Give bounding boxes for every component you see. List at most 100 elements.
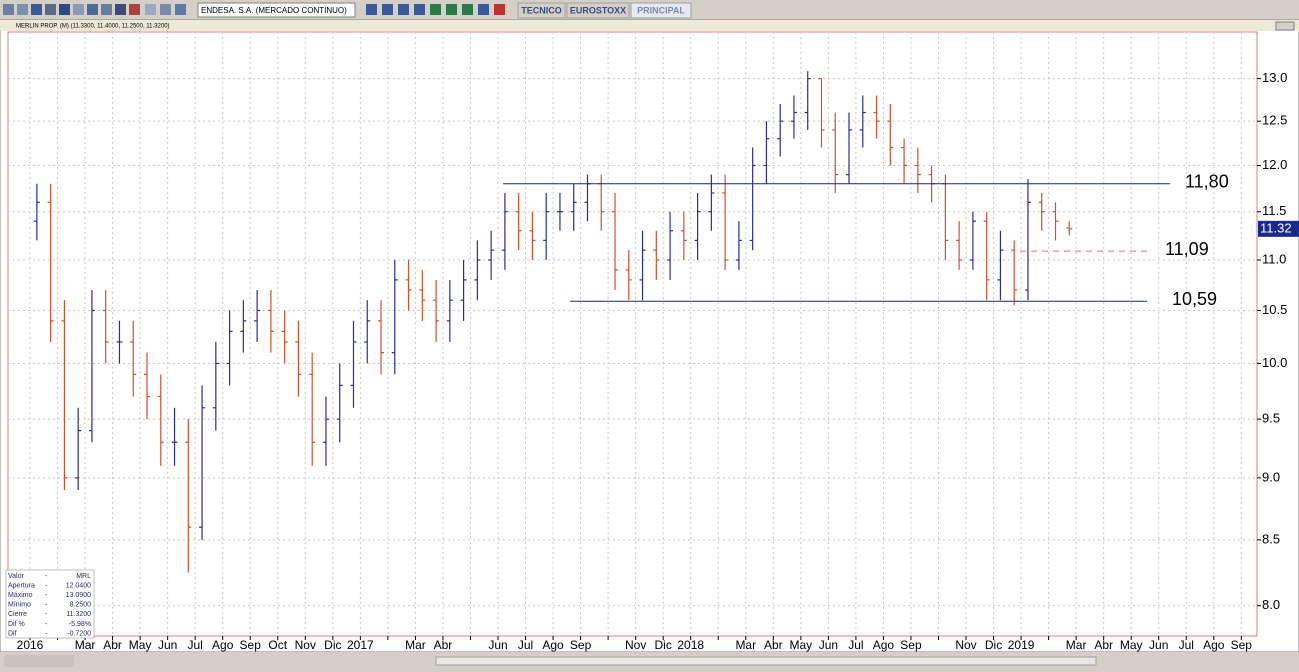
x-tick-label: Nov	[295, 638, 316, 652]
icon[interactable]	[17, 4, 28, 15]
chart-title: MERLIN PROP. (M) (11.3300, 11.4000, 11.2…	[16, 24, 170, 30]
info-rows: Valor - MRL Apertura - 12.0400 Máximo - 13.0900 M…	[8, 573, 91, 638]
level-label: 11,80	[1185, 171, 1229, 191]
x-tick-label: Jun	[819, 638, 838, 652]
info-sep: -	[45, 582, 48, 589]
y-tick-label: 8.0	[1262, 597, 1280, 612]
info-box	[5, 569, 95, 639]
x-tick-label: Dic	[655, 638, 672, 652]
nav-buttons[interactable]	[4, 655, 74, 667]
tab-label: EUROSTOXX	[570, 5, 626, 15]
info-sep: -	[45, 592, 48, 599]
icon[interactable]	[101, 4, 112, 15]
icon[interactable]	[366, 4, 377, 15]
x-tick-label: 2018	[677, 638, 704, 652]
x-tick-label: Mar	[75, 638, 96, 652]
x-tick-label: Nov	[955, 638, 976, 652]
x-tick-label: Nov	[625, 638, 646, 652]
instrument-select[interactable]	[197, 2, 356, 18]
info-value: MRL	[76, 573, 91, 580]
x-tick-label: Jul	[188, 638, 203, 652]
instrument-text: ENDESA. S.A. (MERCADO CONTINUO)	[201, 6, 347, 15]
x-tick-label: 2019	[1008, 638, 1035, 652]
x-tick-label: Sep	[1231, 638, 1253, 652]
y-tick-label: 13.0	[1262, 70, 1287, 85]
info-label: Apertura	[8, 582, 35, 589]
info-value: 12.0400	[66, 582, 91, 589]
scrollbar[interactable]	[435, 656, 1097, 666]
icon[interactable]	[446, 4, 457, 15]
icon[interactable]	[494, 4, 505, 15]
x-tick-label: Oct	[268, 638, 287, 652]
x-tick-label: Jun	[488, 638, 507, 652]
x-tick-label: Jul	[848, 638, 863, 652]
tab[interactable]	[566, 2, 630, 19]
x-tick-label: May	[129, 638, 152, 652]
x-tick-label: May	[790, 638, 813, 652]
last-price-tag	[1258, 220, 1299, 237]
x-tick-label: Dic	[985, 638, 1002, 652]
icon[interactable]	[73, 4, 84, 15]
bars	[33, 71, 1073, 573]
x-tick-label: Mar	[1066, 638, 1087, 652]
icon[interactable]	[175, 4, 186, 15]
info-sep: -	[45, 611, 48, 618]
info-label: Dif %	[8, 621, 25, 628]
info-value: -0.7200	[67, 630, 91, 637]
x-tick-label: Ago	[873, 638, 895, 652]
level-label: 11,09	[1165, 239, 1209, 259]
info-label: Cierre	[8, 611, 27, 618]
icon[interactable]	[45, 4, 56, 15]
x-tick-label: Ago	[542, 638, 564, 652]
x-tick-label: Jul	[1179, 638, 1194, 652]
x-tick-label: Dic	[324, 638, 341, 652]
icon[interactable]	[31, 4, 42, 15]
icon[interactable]	[3, 4, 14, 15]
x-tick-label: Ago	[212, 638, 234, 652]
info-value: -5.98%	[69, 621, 91, 628]
y-tick-label: 10.0	[1262, 355, 1287, 370]
x-tick-label: Jun	[158, 638, 177, 652]
icon[interactable]	[414, 4, 425, 15]
x-tick-label: 2016	[17, 638, 44, 652]
x-tick-label: Abr	[764, 638, 783, 652]
icon[interactable]	[478, 4, 489, 15]
icon[interactable]	[382, 4, 393, 15]
icon[interactable]	[398, 4, 409, 15]
grid	[8, 32, 1257, 636]
y-tick-label: 8.5	[1262, 531, 1280, 546]
icon[interactable]	[430, 4, 441, 15]
info-sep: -	[45, 573, 48, 580]
x-tick-label: Abr	[434, 638, 453, 652]
x-tick-label: Abr	[1094, 638, 1113, 652]
icon[interactable]	[59, 4, 70, 15]
last-price-label: 11.32	[1260, 220, 1292, 235]
chart-header	[0, 20, 1299, 31]
icon[interactable]	[87, 4, 98, 15]
icon[interactable]	[145, 4, 156, 15]
y-tick-label: 9.0	[1262, 469, 1280, 484]
tabs: TECNICO EUROSTOXX PRINCIPAL	[517, 2, 692, 19]
levels: 11,80 11,09 10,59	[503, 171, 1229, 309]
x-tick-label: Ago	[1203, 638, 1225, 652]
info-sep: -	[45, 630, 48, 637]
info-value: 13.0900	[66, 592, 91, 599]
y-tick-label: 12.0	[1262, 157, 1287, 172]
x-tick-label: May	[1120, 638, 1143, 652]
info-label: Dif	[8, 630, 17, 637]
x-tick-label: Jun	[1149, 638, 1168, 652]
icon[interactable]	[462, 4, 473, 15]
info-label: Valor	[8, 573, 24, 580]
info-value: 11.3200	[66, 611, 91, 618]
tab[interactable]	[517, 2, 566, 19]
window-button[interactable]	[1275, 21, 1295, 31]
icon[interactable]	[129, 4, 140, 15]
y-axis: 8.0 8.5 9.0 9.5 10.0 10.5 11.0 11.5 12.0 12.5 13.0…	[1257, 70, 1299, 612]
x-tick-label: Abr	[103, 638, 122, 652]
icon[interactable]	[160, 4, 171, 15]
info-sep: -	[45, 602, 48, 609]
icon[interactable]	[115, 4, 126, 15]
tab[interactable]	[630, 2, 692, 19]
info-label: Mínimo	[8, 602, 31, 609]
info-label: Máximo	[8, 592, 33, 599]
